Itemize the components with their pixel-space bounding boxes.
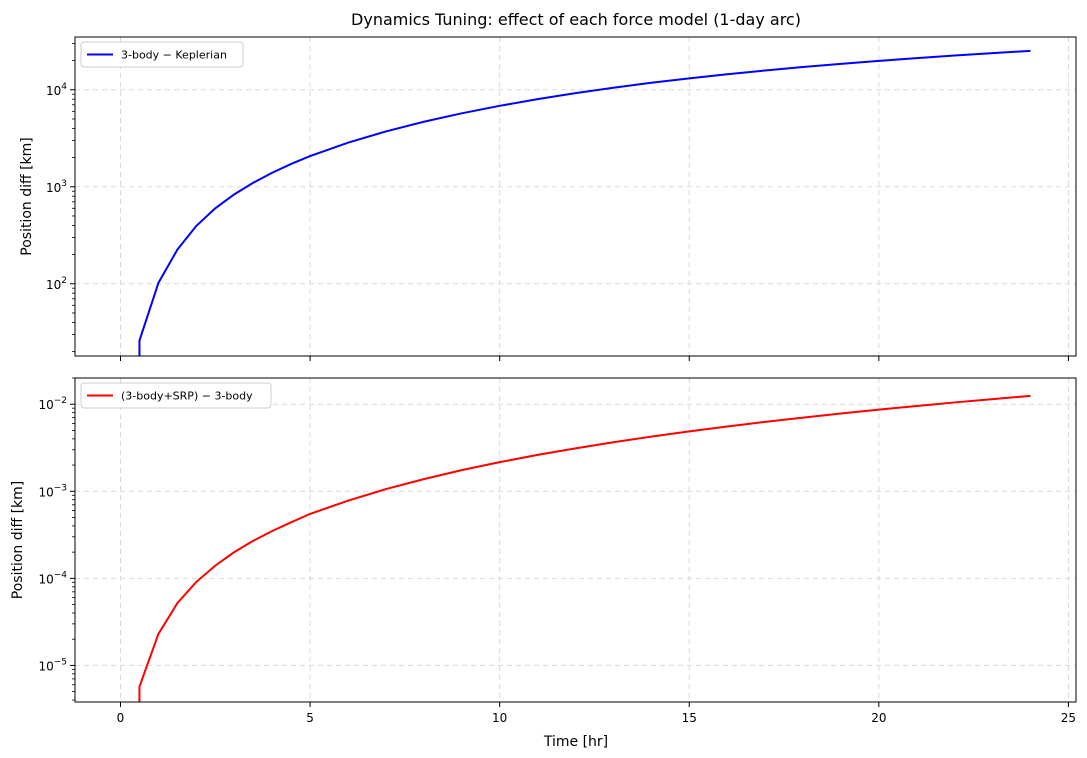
x-tick-label: 5 bbox=[306, 711, 314, 725]
y-tick-label: 10−2 bbox=[38, 396, 67, 412]
figure-title: Dynamics Tuning: effect of each force mo… bbox=[351, 10, 801, 29]
y-tick-label: 103 bbox=[46, 179, 67, 195]
legend bbox=[80, 382, 272, 409]
series-line-three-body-keplerian bbox=[138, 49, 1031, 356]
axes-frame bbox=[74, 36, 1077, 357]
x-tick-label: 20 bbox=[871, 711, 886, 725]
x-tick-label: 10 bbox=[492, 711, 507, 725]
y-tick-label: 10−4 bbox=[38, 570, 67, 586]
y-axis-label: Position diff [km] bbox=[10, 481, 26, 600]
series-line-srp-three-body bbox=[138, 394, 1031, 702]
y-tick-label: 104 bbox=[46, 82, 67, 98]
y-tick-label: 10−3 bbox=[38, 483, 67, 499]
legend bbox=[80, 41, 244, 68]
legend-label: (3-body+SRP) − 3-body bbox=[121, 390, 253, 403]
y-axis-label: Position diff [km] bbox=[19, 137, 35, 256]
bottom-panel: 0 5 10 15 20 25 10−5 10−4 10−3 10−2 Position diff … bbox=[10, 377, 1077, 725]
x-axis-label: Time [hr] bbox=[543, 734, 608, 750]
x-tick-label: 25 bbox=[1061, 711, 1076, 725]
y-tick-label: 10−5 bbox=[38, 657, 67, 673]
top-panel: 102 103 104 Position diff [km] 3-body − Kepl… bbox=[19, 36, 1077, 361]
legend-label: 3-body − Keplerian bbox=[121, 49, 227, 62]
y-tick-label: 102 bbox=[46, 276, 67, 292]
x-tick-label: 15 bbox=[682, 711, 697, 725]
axes-frame bbox=[74, 377, 1077, 703]
x-tick-label: 0 bbox=[117, 711, 125, 725]
